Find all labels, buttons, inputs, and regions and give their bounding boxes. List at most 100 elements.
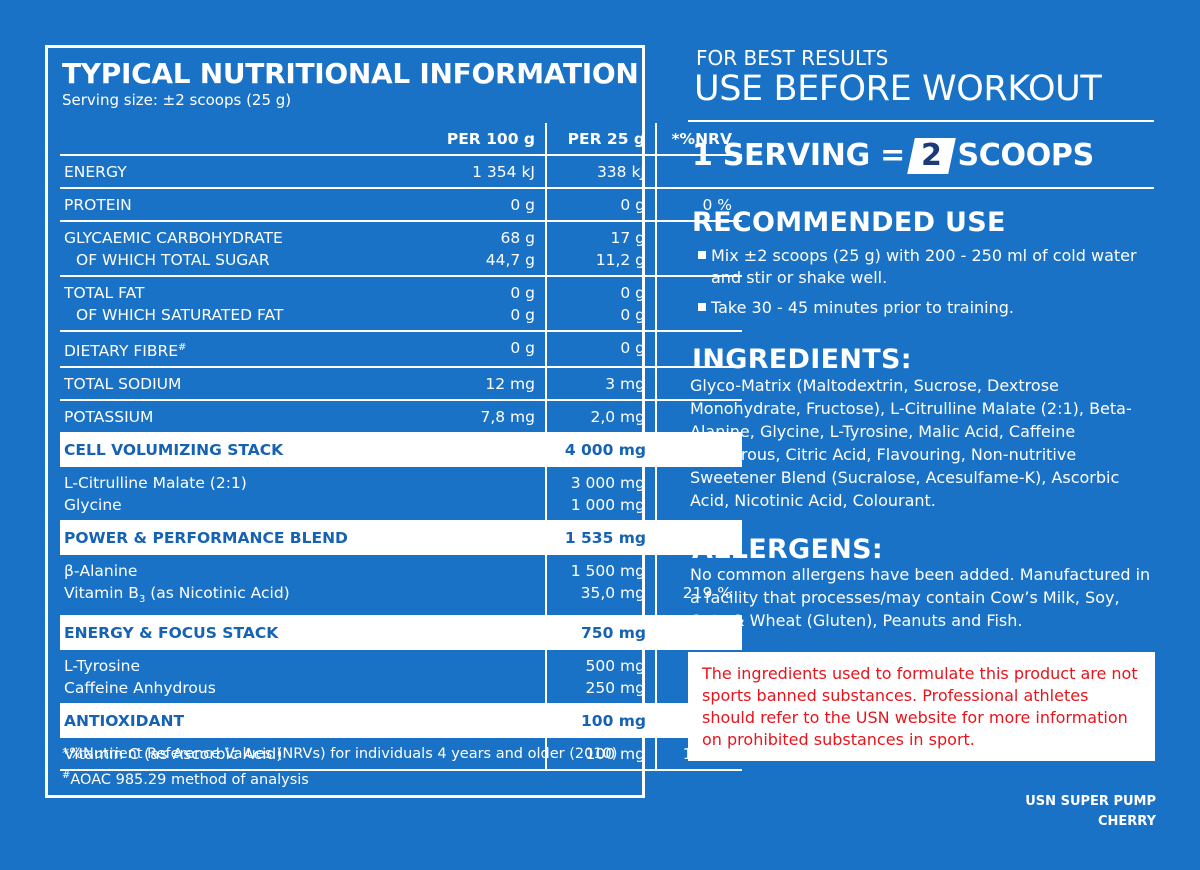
protein-per25: 0 g <box>546 187 657 221</box>
ingredient-citrulline: L-Citrulline Malate (2:1) <box>64 474 247 493</box>
row-label-fibre: DIETARY FIBRE <box>64 342 179 361</box>
table-row: Vitamin C (as Ascorbic Acid) 100 mg 100 … <box>60 736 742 772</box>
energy-per100: 1 354 kJ <box>446 154 547 188</box>
nutrition-panel: TYPICAL NUTRITIONAL INFORMATION Serving … <box>45 45 742 798</box>
section-energy-focus: ENERGY & FOCUS STACK <box>60 615 546 650</box>
ingredient-caffeine: Caffeine Anhydrous <box>64 679 216 698</box>
fibre-per100: 0 g <box>446 329 547 368</box>
section-total: 750 mg <box>546 615 656 650</box>
ingredients-heading: INGREDIENTS: <box>692 344 912 375</box>
divider <box>688 187 1154 189</box>
sodium-per25: 3 mg <box>546 366 657 401</box>
serving-size: Serving size: ±2 scoops (25 g) <box>62 91 292 109</box>
energy-per25: 338 kJ <box>546 154 657 188</box>
serving-prefix: 1 SERVING = <box>692 138 905 173</box>
sodium-per100: 12 mg <box>446 366 547 401</box>
row-label-sodium: TOTAL SODIUM <box>60 366 446 401</box>
glycine-value: 1 000 mg <box>570 496 645 515</box>
banned-substances-notice: The ingredients used to formulate this p… <box>688 652 1155 761</box>
row-label-sugar: OF WHICH TOTAL SUGAR <box>76 251 270 269</box>
footnote-nrv: *%Nutrient Reference Values (NRVs) for i… <box>62 746 618 762</box>
vitamin-b3-nrv: 219 % <box>682 584 732 603</box>
energy-nrv <box>656 154 742 188</box>
citrulline-value: 3 000 mg <box>570 474 645 493</box>
serving-suffix: SCOOPS <box>957 138 1095 173</box>
recommended-use-item: Mix ±2 scoops (25 g) with 200 - 250 ml o… <box>698 245 1137 289</box>
table-row: ENERGY 1 354 kJ 338 kJ <box>60 154 742 188</box>
panel-title: TYPICAL NUTRITIONAL INFORMATION <box>62 57 639 90</box>
divider <box>688 120 1154 122</box>
footnote-aoac: #AOAC 985.29 method of analysis <box>62 770 309 788</box>
row-label-potassium: POTASSIUM <box>60 399 446 434</box>
protein-nrv: 0 % <box>656 187 742 221</box>
beta-alanine-value: 1 500 mg <box>570 562 645 581</box>
ingredient-vitamin-c: Vitamin C (as Ascorbic Acid) <box>60 736 547 772</box>
fat-per25: 0 g <box>620 284 645 302</box>
ingredient-vitamin-b3: Vitamin B3 (as Nicotinic Acid) <box>64 584 290 606</box>
section-total: 1 535 mg <box>546 520 656 555</box>
ingredient-beta-alanine: β-Alanine <box>64 562 138 581</box>
table-header-row: PER 100 g PER 25 g *%NRV <box>60 123 742 155</box>
ingredient-glycine: Glycine <box>64 496 122 515</box>
table-row: DIETARY FIBRE# 0 g 0 g <box>60 329 742 368</box>
fat-per100: 0 g <box>510 284 535 302</box>
header-nrv: *%NRV <box>671 130 732 148</box>
table-row: PROTEIN 0 g 0 g 0 % <box>60 187 742 221</box>
bullet-icon <box>698 251 706 259</box>
row-label-protein: PROTEIN <box>60 187 446 221</box>
row-label-energy: ENERGY <box>60 154 446 188</box>
table-row: L-Citrulline Malate (2:1) Glycine 3 000 m… <box>60 465 742 522</box>
footnotes: *%Nutrient Reference Values (NRVs) for i… <box>62 744 617 791</box>
serving-line: 1 SERVING = 2 SCOOPS <box>692 138 1094 174</box>
row-label-fat: TOTAL FAT <box>64 284 145 302</box>
potassium-per100: 7,8 mg <box>446 399 547 434</box>
scoop-count-box: 2 <box>907 138 956 174</box>
vitamin-c-value: 100 mg <box>546 736 657 772</box>
sugar-per100: 44,7 g <box>485 251 535 269</box>
nutrition-table: PER 100 g PER 25 g *%NRV ENERGY 1 354 kJ… <box>60 123 742 772</box>
header-per25: PER 25 g <box>546 123 657 155</box>
row-label-carb: GLYCAEMIC CARBOHYDRATE <box>64 229 283 247</box>
table-row: L-Tyrosine Caffeine Anhydrous 500 mg 250 m… <box>60 648 742 705</box>
table-row: GLYCAEMIC CARBOHYDRATE OF WHICH TOTAL SU… <box>60 220 742 276</box>
section-row: ENERGY & FOCUS STACK 750 mg <box>60 615 742 650</box>
section-total: 100 mg <box>546 703 656 738</box>
product-name: USN SUPER PUMP <box>1025 794 1156 809</box>
product-label: USN SUPER PUMP CHERRY <box>1025 792 1156 832</box>
ingredient-tyrosine: L-Tyrosine <box>64 657 141 676</box>
satfat-per100: 0 g <box>510 306 535 324</box>
section-row: ANTIOXIDANT 100 mg <box>60 703 742 738</box>
carb-per100: 68 g <box>500 229 536 247</box>
section-power-performance: POWER & PERFORMANCE BLEND <box>60 520 546 555</box>
fibre-footnote-mark: # <box>178 342 187 353</box>
protein-per100: 0 g <box>446 187 547 221</box>
header-per100: PER 100 g <box>446 123 547 155</box>
potassium-per25: 2,0 mg <box>546 399 657 434</box>
section-total: 4 000 mg <box>546 432 656 467</box>
allergens-heading: ALLERGENS: <box>692 534 883 565</box>
section-row: POWER & PERFORMANCE BLEND 1 535 mg <box>60 520 742 555</box>
bullet-icon <box>698 303 706 311</box>
section-antioxidant: ANTIOXIDANT <box>60 703 546 738</box>
table-row: TOTAL SODIUM 12 mg 3 mg <box>60 366 742 401</box>
satfat-per25: 0 g <box>620 306 645 324</box>
vitamin-b3-value: 35,0 mg <box>580 584 645 603</box>
allergens-text: No common allergens have been added. Man… <box>690 565 1151 630</box>
tyrosine-value: 500 mg <box>585 657 645 676</box>
section-row: CELL VOLUMIZING STACK 4 000 mg <box>60 432 742 467</box>
caffeine-value: 250 mg <box>585 679 645 698</box>
recommended-use-heading: RECOMMENDED USE <box>692 207 1006 238</box>
use-before-workout-heading: USE BEFORE WORKOUT <box>694 69 1102 109</box>
recommended-use-item: Take 30 - 45 minutes prior to training. <box>698 297 1014 319</box>
carb-per25: 17 g <box>610 229 646 247</box>
table-row: POTASSIUM 7,8 mg 2,0 mg <box>60 399 742 434</box>
table-row: β-Alanine Vitamin B3 (as Nicotinic Acid) … <box>60 553 742 617</box>
best-results-label: FOR BEST RESULTS <box>696 46 889 70</box>
sugar-per25: 11,2 g <box>595 251 645 269</box>
product-flavour: CHERRY <box>1097 814 1156 829</box>
fibre-per25: 0 g <box>546 329 657 368</box>
row-label-saturated-fat: OF WHICH SATURATED FAT <box>76 306 284 324</box>
section-cell-volumizing: CELL VOLUMIZING STACK <box>60 432 546 467</box>
ingredients-text: Glyco-Matrix (Maltodextrin, Sucrose, Dex… <box>690 376 1132 510</box>
